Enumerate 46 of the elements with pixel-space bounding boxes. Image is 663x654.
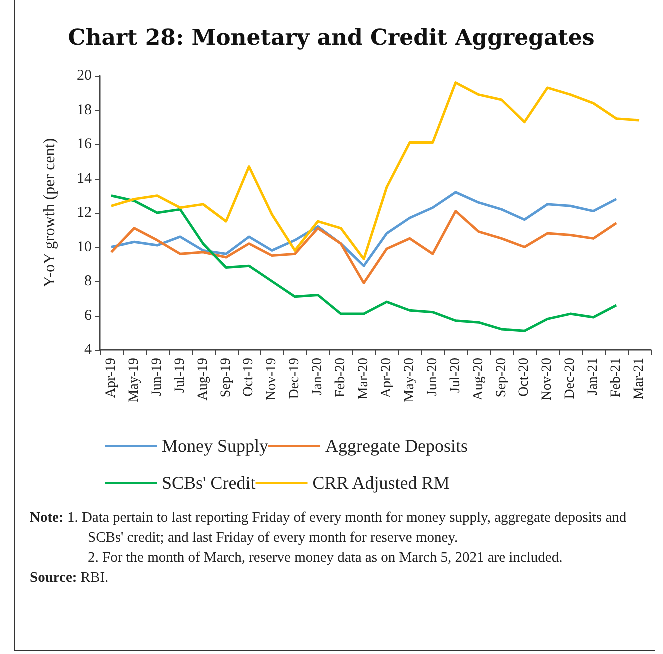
y-tick-label: 20 xyxy=(77,68,92,84)
x-tick-label: Dec-19 xyxy=(288,358,303,400)
x-tick-label: Jan-20 xyxy=(310,358,326,396)
y-tick-label: 14 xyxy=(77,170,92,187)
x-tick-label: Oct-20 xyxy=(517,358,532,397)
y-tick-label: 16 xyxy=(77,136,92,152)
x-tick-label: Sep-19 xyxy=(218,358,234,398)
x-tick-label: May-19 xyxy=(126,358,142,402)
x-tick-label: Jul-19 xyxy=(172,358,188,393)
line-series xyxy=(110,82,641,260)
x-tick-label: Feb-21 xyxy=(609,358,624,398)
y-axis-title: Y-oY growth (per cent) xyxy=(42,138,58,288)
legend-label: CRR Adjusted RM xyxy=(312,473,450,493)
x-tick-label: Jan-21 xyxy=(586,358,602,396)
line-series xyxy=(110,194,618,332)
text: Note: 1. Data pertain to last reporting Friday of every month for money supply, aggregate deposits and SCBs' credit; and last Friday of every month for reserve money. xyxy=(30,509,628,548)
x-tick-label: Aug-20 xyxy=(471,358,486,401)
x-tick-label: Feb-20 xyxy=(334,358,349,398)
legend-label: Money Supply xyxy=(162,436,269,456)
chart-title: Chart 28: Monetary and Credit Aggregates xyxy=(68,25,595,51)
text: 2. For the month of March, reserve money data as on March 5, 2021 are included. xyxy=(87,549,564,568)
y-tick-label: 8 xyxy=(84,274,92,290)
x-tick-label: Oct-19 xyxy=(242,358,257,397)
x-tick-label: Mar-21 xyxy=(632,358,648,400)
line-series xyxy=(110,210,618,284)
x-tick-label: Nov-20 xyxy=(540,358,556,401)
x-tick-label: May-20 xyxy=(402,358,418,402)
x-tick-label: Jul-20 xyxy=(448,358,464,393)
x-tick-label: Dec-20 xyxy=(563,358,578,400)
source-note: Source: RBI. xyxy=(30,569,110,588)
x-tick-label: Mar-20 xyxy=(356,358,372,400)
y-tick-label: 4 xyxy=(84,342,92,358)
line-series xyxy=(110,191,618,268)
x-tick-label: Apr-19 xyxy=(104,358,119,398)
x-tick-label: Nov-19 xyxy=(264,358,280,401)
x-tick-label: Jun-19 xyxy=(150,358,165,396)
y-tick-label: 18 xyxy=(77,102,92,118)
y-tick-label: 10 xyxy=(77,239,92,256)
x-tick-label: Aug-19 xyxy=(196,358,211,401)
legend-label: SCBs' Credit xyxy=(162,473,256,493)
x-tick-label: Sep-20 xyxy=(494,358,510,398)
y-tick-label: 6 xyxy=(84,308,92,324)
x-tick-label: Jun-20 xyxy=(425,358,440,396)
legend-label: Aggregate Deposits xyxy=(326,436,468,456)
x-tick-label: Apr-20 xyxy=(379,358,394,398)
y-tick-label: 12 xyxy=(77,205,92,221)
